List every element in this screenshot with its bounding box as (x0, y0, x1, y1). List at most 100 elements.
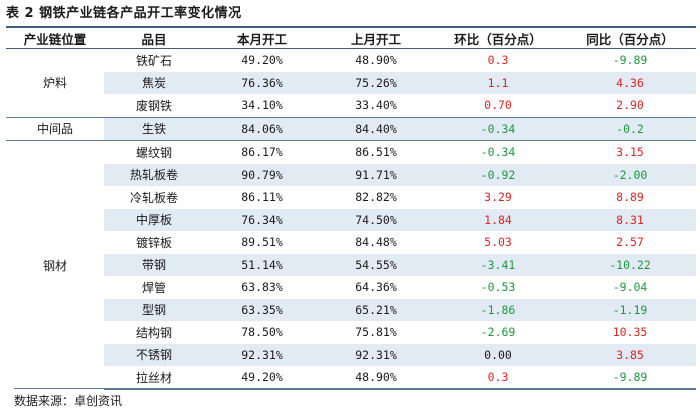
previous-rate-cell: 75.81% (355, 325, 397, 340)
item-cell: 冷轧板卷 (129, 190, 178, 205)
previous-rate-cell: 75.26% (320, 71, 432, 94)
item-cell: 焦炭 (104, 71, 204, 94)
yoy-change-cell: 3.15 (564, 140, 696, 164)
item-cell: 热轧板卷 (104, 163, 204, 186)
table-row: 不锈钢 92.31% 92.31% 0.00 3.85 (6, 343, 696, 366)
current-rate-cell: 51.14% (204, 253, 320, 276)
previous-rate-cell: 92.31% (320, 343, 432, 366)
table-row: 冷轧板卷 86.11% 82.82% 3.29 8.89 (6, 186, 696, 209)
item-cell: 铁矿石 (135, 53, 172, 68)
table-row: 热轧板卷 90.79% 91.71% -0.92 -2.00 (6, 163, 696, 186)
item-cell: 带钢 (104, 253, 204, 276)
data-source: 数据来源：卓创资讯 (14, 388, 696, 413)
current-rate-cell: 89.51% (241, 235, 283, 250)
yoy-change-cell: -9.89 (612, 53, 648, 68)
current-rate-cell: 86.11% (241, 190, 283, 205)
mom-change-cell: 0.70 (484, 98, 512, 113)
item-cell: 不锈钢 (104, 343, 204, 366)
table-row: 型钢 63.35% 65.21% -1.86 -1.19 (6, 298, 696, 321)
table-row: 炉料 铁矿石 49.20% 48.90% 0.3 -9.89 (6, 48, 696, 117)
yoy-change-cell: -9.89 (564, 366, 696, 390)
item-cell: 拉丝材 (104, 366, 204, 390)
current-rate-cell: 49.20% (241, 53, 283, 68)
table-row: 废钢铁 34.10% 33.40% 0.70 2.90 (6, 94, 696, 117)
item-cell: 镀锌板 (135, 235, 172, 250)
yoy-change-cell: -9.04 (612, 280, 648, 295)
current-rate-cell: 92.31% (204, 343, 320, 366)
table-row: 中间品 生铁 84.06% 84.40% -0.34 -0.2 (6, 116, 696, 141)
table-row: 拉丝材 49.20% 48.90% 0.3 -9.89 (6, 366, 696, 390)
table-row: 镀锌板 89.51% 84.48% 5.03 2.57 (6, 231, 696, 254)
operating-rate-table: 产业链位置 品目 本月开工 上月开工 环比（百分点） 同比（百分点） 炉料 铁矿石… (6, 26, 696, 390)
col-header-mom: 环比（百分点） (432, 26, 564, 49)
current-rate-cell: 34.10% (241, 98, 283, 113)
previous-rate-cell: 86.51% (320, 140, 432, 164)
previous-rate-cell: 54.55% (320, 253, 432, 276)
yoy-change-cell: 2.57 (616, 235, 644, 250)
current-rate-cell: 78.50% (241, 325, 283, 340)
previous-rate-cell: 48.90% (320, 366, 432, 390)
table-header-row: 产业链位置 品目 本月开工 上月开工 环比（百分点） 同比（百分点） (6, 26, 696, 49)
chain-position-cell: 中间品 (6, 116, 104, 141)
item-cell: 型钢 (104, 298, 204, 321)
item-cell: 焊管 (141, 280, 166, 295)
table-row: 带钢 51.14% 54.55% -3.41 -10.22 (6, 253, 696, 276)
table-title: 表 2 钢铁产业链各产品开工率变化情况 (6, 6, 242, 21)
yoy-change-cell: 2.90 (616, 98, 644, 113)
yoy-change-cell: 8.31 (564, 208, 696, 231)
yoy-change-cell: 8.89 (616, 190, 644, 205)
yoy-change-cell: 4.36 (564, 71, 696, 94)
current-rate-cell: 86.17% (204, 140, 320, 164)
current-rate-cell: 84.06% (204, 116, 320, 141)
mom-change-cell: 1.1 (432, 71, 564, 94)
item-cell: 中厚板 (104, 208, 204, 231)
previous-rate-cell: 33.40% (355, 98, 397, 113)
mom-change-cell: 3.29 (484, 190, 512, 205)
current-rate-cell: 49.20% (204, 366, 320, 390)
table-row: 中厚板 76.34% 74.50% 1.84 8.31 (6, 208, 696, 231)
mom-change-cell: 0.3 (432, 366, 564, 390)
mom-change-cell: 1.84 (432, 208, 564, 231)
previous-rate-cell: 91.71% (320, 163, 432, 186)
yoy-change-cell: 3.85 (564, 343, 696, 366)
table-row: 结构钢 78.50% 75.81% -2.69 10.35 (6, 321, 696, 344)
table-row: 焦炭 76.36% 75.26% 1.1 4.36 (6, 71, 696, 94)
previous-rate-cell: 64.36% (355, 280, 397, 295)
previous-rate-cell: 48.90% (355, 53, 397, 68)
item-cell: 生铁 (104, 116, 204, 141)
yoy-change-cell: 10.35 (612, 325, 648, 340)
mom-change-cell: -2.69 (480, 325, 516, 340)
mom-change-cell: -0.34 (432, 116, 564, 141)
mom-change-cell: -1.86 (432, 298, 564, 321)
mom-change-cell: -0.92 (432, 163, 564, 186)
mom-change-cell: -0.53 (480, 280, 516, 295)
item-cell: 结构钢 (135, 325, 172, 340)
table-row: 钢材 螺纹钢 86.17% 86.51% -0.34 3.15 (6, 140, 696, 389)
current-rate-cell: 63.83% (241, 280, 283, 295)
current-rate-cell: 90.79% (204, 163, 320, 186)
table-row: 焊管 63.83% 64.36% -0.53 -9.04 (6, 276, 696, 299)
item-cell: 螺纹钢 (104, 140, 204, 164)
item-cell: 废钢铁 (135, 98, 172, 113)
previous-rate-cell: 74.50% (320, 208, 432, 231)
col-header-position: 产业链位置 (6, 26, 104, 49)
previous-rate-cell: 82.82% (355, 190, 397, 205)
mom-change-cell: 0.00 (432, 343, 564, 366)
mom-change-cell: -0.34 (432, 140, 564, 164)
yoy-change-cell: -1.19 (564, 298, 696, 321)
yoy-change-cell: -2.00 (564, 163, 696, 186)
col-header-yoy: 同比（百分点） (564, 26, 696, 49)
chain-position-cell: 炉料 (6, 48, 104, 117)
table-body: 炉料 铁矿石 49.20% 48.90% 0.3 -9.89 焦炭 76.36% 75.26% 1… (6, 48, 696, 390)
mom-change-cell: 0.3 (487, 53, 509, 68)
previous-rate-cell: 65.21% (320, 298, 432, 321)
yoy-change-cell: -0.2 (564, 116, 696, 141)
current-rate-cell: 76.36% (204, 71, 320, 94)
current-rate-cell: 63.35% (204, 298, 320, 321)
col-header-previous: 上月开工 (320, 26, 432, 49)
previous-rate-cell: 84.40% (320, 116, 432, 141)
mom-change-cell: -3.41 (432, 253, 564, 276)
mom-change-cell: 5.03 (484, 235, 512, 250)
current-rate-cell: 76.34% (204, 208, 320, 231)
col-header-current: 本月开工 (204, 26, 320, 49)
